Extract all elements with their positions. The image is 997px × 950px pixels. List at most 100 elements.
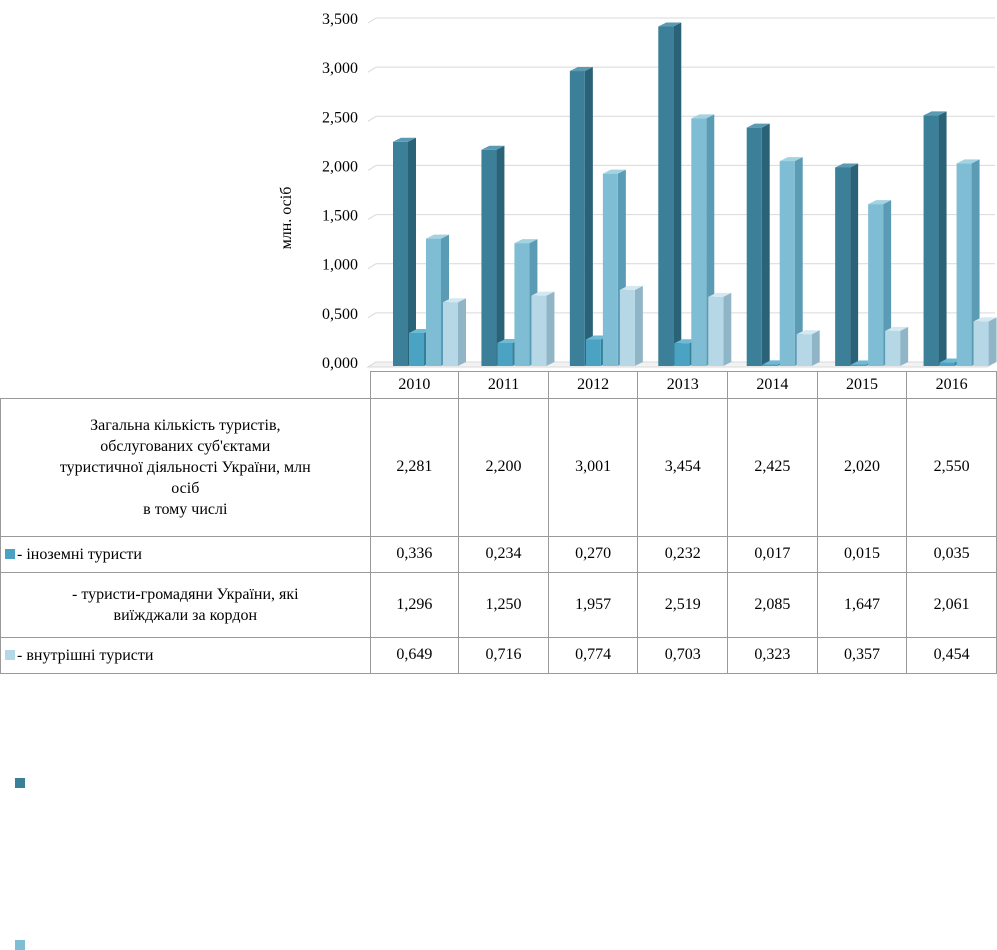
x-tick-label: 2011 xyxy=(458,371,549,399)
bar-top xyxy=(602,169,626,174)
series-label-line: - туристи-громадяни України, які xyxy=(71,585,299,603)
data-label: 3,001 xyxy=(547,397,639,537)
data-label: 0,035 xyxy=(906,535,997,573)
data-label: 1,647 xyxy=(816,571,908,638)
x-tick-label: 2014 xyxy=(727,371,818,399)
x-tick-label: 2013 xyxy=(637,371,729,399)
bar-top xyxy=(973,317,997,322)
data-label: 0,703 xyxy=(637,636,729,674)
bar-top xyxy=(531,291,555,296)
data-label: 2,020 xyxy=(816,397,908,537)
bar-side xyxy=(496,145,505,366)
legend-key xyxy=(5,548,15,559)
data-label: 2,519 xyxy=(637,571,729,638)
data-label: 2,200 xyxy=(458,397,549,537)
data-label: 0,323 xyxy=(727,636,818,674)
data-label: 0,234 xyxy=(458,535,549,573)
series-label-line: - внутрішні туристи xyxy=(17,646,154,664)
bar-top xyxy=(956,159,980,164)
bar-side xyxy=(634,285,643,366)
data-label: 2,085 xyxy=(727,571,818,638)
series-label-line: в тому числі xyxy=(143,500,228,518)
bar xyxy=(393,141,408,366)
series-label-line: обслугованих суб'єктами xyxy=(100,437,271,455)
series-label-line: виїжджали за кордон xyxy=(113,606,258,624)
bar xyxy=(658,26,674,366)
data-label: 2,550 xyxy=(906,397,997,537)
bar-top xyxy=(796,330,820,335)
data-label: 2,281 xyxy=(369,397,460,537)
bar-top xyxy=(569,67,593,72)
data-label: 2,425 xyxy=(727,397,818,537)
bar xyxy=(409,332,424,366)
y-tick-label: 2,000 xyxy=(322,158,358,175)
bar-top xyxy=(779,157,803,162)
bar xyxy=(619,289,635,366)
bar xyxy=(746,127,762,367)
table-corner xyxy=(0,371,371,399)
bar-side xyxy=(458,298,466,366)
y-tick-label: 1,500 xyxy=(322,208,358,225)
bar xyxy=(531,295,547,366)
series-legend-label: Загальна кількість туристів, обслугованих… xyxy=(0,397,371,788)
bar-side xyxy=(546,291,555,366)
series-legend-label: - іноземні туристи xyxy=(0,535,371,573)
series-legend-label: - туристи-громадяни України, які виїжджал… xyxy=(0,571,371,950)
bar-top xyxy=(835,163,859,168)
data-label: 0,357 xyxy=(816,636,908,674)
bar xyxy=(602,173,618,366)
bar-side xyxy=(850,163,859,366)
series-label-line: туристичної діяльності України, млн xyxy=(59,458,311,476)
bar xyxy=(585,339,601,366)
bar-side xyxy=(584,67,593,367)
bar-side xyxy=(794,157,803,366)
series-legend-label: - внутрішні туристи xyxy=(0,636,371,674)
bar-side xyxy=(938,111,947,366)
bar xyxy=(691,118,707,366)
series-label-line: Загальна кількість туристів, xyxy=(90,416,281,434)
bar xyxy=(497,343,513,366)
bar xyxy=(885,330,901,366)
y-tick-label: 3,500 xyxy=(322,11,358,28)
x-tick-label: 2010 xyxy=(369,371,460,399)
table-row: - туристи-громадяни України, які виїжджал… xyxy=(0,571,997,950)
series-label-line: осіб xyxy=(171,479,200,497)
data-label: 0,454 xyxy=(906,636,997,674)
data-label: 0,336 xyxy=(369,535,460,573)
bar xyxy=(796,334,812,366)
bar-top xyxy=(658,22,682,27)
table-row: - внутрішні туристи 0,649 0,716 0,774 0,703 0… xyxy=(0,636,997,674)
bar xyxy=(835,167,851,366)
y-tick-label: 1,000 xyxy=(322,257,358,274)
gridline-depth xyxy=(367,263,377,270)
data-label: 1,250 xyxy=(458,571,549,638)
bar-side xyxy=(900,326,909,366)
x-tick-label: 2012 xyxy=(547,371,639,399)
bar-side xyxy=(811,330,820,366)
bar xyxy=(674,343,690,366)
y-tick-label: 3,000 xyxy=(322,60,358,77)
bar xyxy=(851,364,867,366)
bar xyxy=(443,302,458,366)
bar-side xyxy=(988,317,997,366)
bar-top xyxy=(481,145,505,150)
y-tick-label: 0,000 xyxy=(322,355,358,372)
data-label: 0,649 xyxy=(369,636,460,674)
bar-top xyxy=(691,114,715,119)
bar xyxy=(939,362,955,366)
bar xyxy=(514,243,530,366)
gridline-depth xyxy=(367,115,377,122)
gridline-depth xyxy=(367,165,377,171)
table-header-row: 2010 2011 2012 2013 2014 2015 2016 xyxy=(0,371,997,399)
x-tick-label: 2016 xyxy=(906,371,997,399)
bar-top xyxy=(393,137,416,142)
bar xyxy=(569,71,585,367)
bar-top xyxy=(923,111,947,116)
bar-top xyxy=(708,292,732,297)
table-row: Загальна кількість туристів, обслугованих… xyxy=(0,397,997,788)
bar-top xyxy=(426,234,449,239)
legend-key xyxy=(5,649,15,660)
data-label: 0,232 xyxy=(637,535,729,573)
bar xyxy=(779,161,795,366)
legend-key xyxy=(14,939,25,950)
